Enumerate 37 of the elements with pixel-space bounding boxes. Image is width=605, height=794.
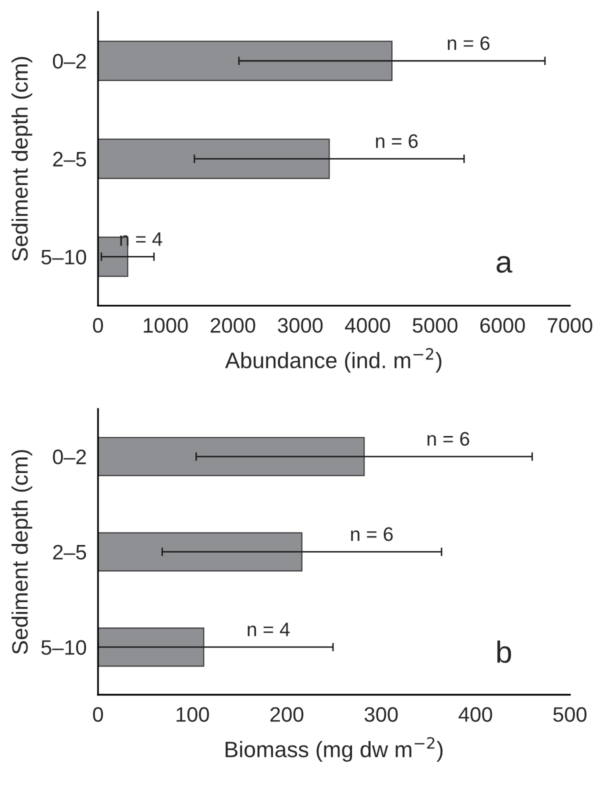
y-tick-label: 2–5 xyxy=(53,544,86,560)
x-tick-label: 100 xyxy=(176,707,209,722)
y-tick-label: 0–2 xyxy=(52,450,86,464)
x-tick-label: 2000 xyxy=(210,318,256,333)
x-tick-label: 400 xyxy=(458,707,492,722)
annotation: b xyxy=(497,640,512,663)
x-tick-label: 4000 xyxy=(344,318,390,333)
x-tick-label: 0 xyxy=(93,707,103,722)
annotation: n = 6 xyxy=(448,36,490,50)
y-axis-title: Sediment depth (cm) xyxy=(12,450,32,654)
y-tick-label: 2–5 xyxy=(53,152,86,167)
annotation: n = 4 xyxy=(248,622,290,636)
bar xyxy=(98,236,128,277)
y-tick-label: 0–2 xyxy=(52,54,86,69)
x-tick-label: 7000 xyxy=(548,318,592,333)
x-tick-label: 300 xyxy=(364,707,398,722)
x-tick-label: 5000 xyxy=(412,318,458,333)
x-tick-label: 3000 xyxy=(278,318,323,333)
x-tick-label: 500 xyxy=(553,707,586,722)
y-tick-label: 5–10 xyxy=(41,640,86,655)
annotation: n = 6 xyxy=(376,134,418,148)
x-tick-label: 200 xyxy=(270,707,304,722)
y-tick-label: 5–10 xyxy=(41,250,86,264)
x-axis-title: Biomass (mg dw m$^{−2}$) xyxy=(226,737,443,762)
bar xyxy=(98,532,302,572)
bar xyxy=(98,436,365,476)
annotation: n = 6 xyxy=(351,527,393,542)
y-axis-title: Sediment depth (cm) xyxy=(12,57,32,261)
x-tick-label: 6000 xyxy=(480,318,525,333)
annotation: a xyxy=(496,256,512,273)
x-tick-label: 0 xyxy=(93,318,103,333)
x-axis-title: Abundance (ind. m$^{−2}$) xyxy=(225,348,442,373)
annotation: n = 6 xyxy=(428,432,470,446)
bar xyxy=(98,628,204,667)
bar xyxy=(98,138,330,179)
bar xyxy=(98,40,392,82)
x-tick-label: 1000 xyxy=(144,318,188,333)
